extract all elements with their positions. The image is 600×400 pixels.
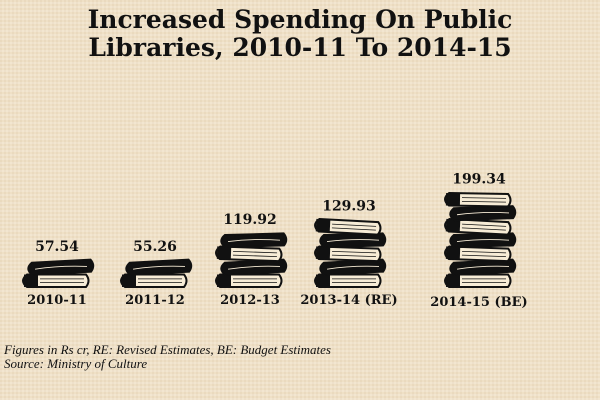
- category-label-3: 2012-13: [220, 293, 280, 308]
- value-label-4: 129.93: [322, 199, 376, 215]
- category-label-5: 2014-15 (BE): [430, 295, 527, 310]
- book-stack-5: [444, 192, 517, 288]
- category-label-2: 2011-12: [125, 293, 185, 308]
- category-label-4: 2013-14 (RE): [300, 293, 397, 308]
- book-stack-2: [120, 258, 193, 288]
- value-label-5: 199.34: [452, 172, 506, 188]
- chart-title-line-1: Increased Spending On Public: [87, 5, 513, 34]
- footer-source: Source: Ministry of Culture: [4, 356, 148, 371]
- chart-title-line-2: Libraries, 2010-11 To 2014-15: [88, 33, 512, 62]
- footer-note: Figures in Rs cr, RE: Revised Estimates,…: [4, 342, 331, 357]
- chart-title: Increased Spending On Public Libraries, …: [0, 6, 600, 62]
- category-label-1: 2010-11: [27, 293, 87, 308]
- value-label-3: 119.92: [223, 212, 277, 228]
- value-label-1: 57.54: [35, 239, 79, 255]
- book-stack-4: [314, 218, 387, 288]
- book-stack-3: [215, 232, 288, 288]
- chart-footer: Figures in Rs cr, RE: Revised Estimates,…: [4, 343, 331, 371]
- book-stack-1: [22, 258, 95, 288]
- value-label-2: 55.26: [133, 239, 177, 255]
